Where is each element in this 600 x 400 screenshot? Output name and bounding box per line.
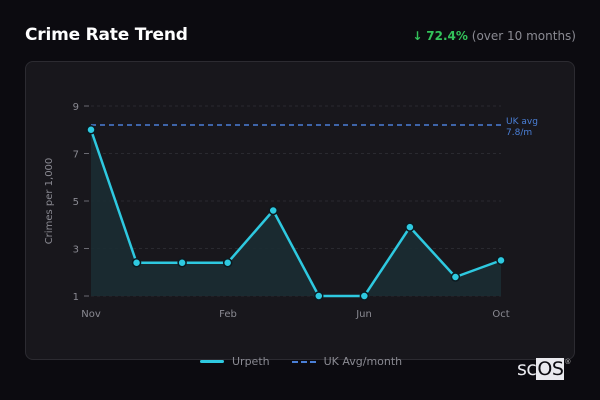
urpeth-line: [89, 129, 502, 298]
svg-text:7: 7: [73, 150, 79, 161]
registered-mark: ®: [564, 358, 571, 366]
page-title: Crime Rate Trend: [25, 25, 188, 45]
chart-legend: Urpeth UK Avg/month: [200, 355, 424, 368]
svg-text:1: 1: [73, 292, 79, 303]
svg-text:Nov: Nov: [81, 309, 101, 320]
y-axis: 1 3 5 7 9: [73, 102, 89, 303]
logo-text: sc: [517, 358, 537, 380]
solid-line-swatch-icon: [200, 360, 224, 363]
svg-text:Feb: Feb: [219, 309, 237, 320]
area-fill: [91, 129, 501, 296]
avg-annotation-value: 7.8/m: [506, 128, 532, 138]
scos-logo: scOS®: [517, 358, 571, 380]
avg-annotation-label: UK avg: [506, 117, 538, 127]
legend-item-uk-avg[interactable]: UK Avg/month: [291, 355, 403, 368]
delta-context: (over 10 months): [471, 29, 576, 43]
legend-label: Urpeth: [232, 355, 270, 368]
logo-text-highlight: OS: [536, 358, 565, 380]
dashed-line-swatch-icon: [291, 360, 316, 363]
data-points: [86, 125, 506, 301]
x-axis: Nov Feb Jun Oct: [81, 309, 509, 320]
svg-text:5: 5: [73, 197, 79, 208]
svg-text:Jun: Jun: [355, 309, 372, 320]
svg-text:9: 9: [73, 102, 79, 113]
svg-text:3: 3: [73, 245, 79, 256]
svg-text:Oct: Oct: [492, 309, 509, 320]
legend-label: UK Avg/month: [323, 355, 403, 368]
legend-item-urpeth[interactable]: Urpeth: [200, 355, 270, 368]
y-axis-label: Crimes per 1,000: [44, 158, 55, 245]
delta-value: 72.4%: [426, 29, 468, 43]
down-arrow-icon: ↓: [412, 29, 423, 43]
trend-summary: ↓ 72.4% (over 10 months): [412, 29, 576, 43]
